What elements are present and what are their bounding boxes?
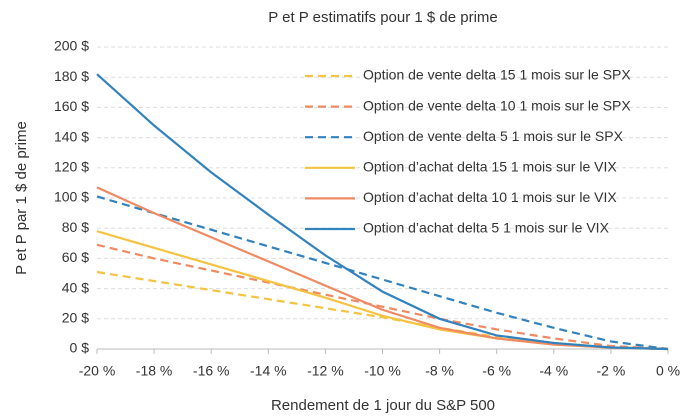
x-tick-label: -16 %	[193, 363, 230, 379]
y-tick-label: 0 $	[70, 340, 90, 356]
legend-label: Option de vente delta 5 1 mois sur le SP…	[363, 128, 624, 144]
x-tick-label: -10 %	[364, 363, 401, 379]
x-tick-label: -14 %	[250, 363, 287, 379]
y-tick-label: 40 $	[62, 279, 89, 295]
x-axis-label: Rendement de 1 jour du S&P 500	[271, 397, 495, 414]
x-tick-label: -18 %	[136, 363, 173, 379]
legend-label: Option d’achat delta 15 1 mois sur le VI…	[363, 159, 617, 175]
y-tick-label: 140 $	[54, 128, 89, 144]
series-line	[96, 73, 669, 351]
x-tick-label: -6 %	[482, 363, 511, 379]
x-tick-label: -4 %	[539, 363, 568, 379]
y-tick-label: 180 $	[54, 68, 89, 84]
y-tick-label: 200 $	[54, 38, 89, 54]
x-tick-label: -20 %	[79, 363, 116, 379]
series-line	[96, 186, 669, 351]
x-tick-label: 0 %	[656, 363, 680, 379]
legend-label: Option de vente delta 15 1 mois sur le S…	[363, 67, 631, 83]
chart-title: P et P estimatifs pour 1 $ de prime	[268, 9, 498, 26]
series-line	[96, 230, 669, 351]
legend-label: Option d’achat delta 10 1 mois sur le VI…	[363, 189, 617, 205]
legend-label: Option de vente delta 10 1 mois sur le S…	[363, 97, 631, 113]
y-tick-label: 80 $	[62, 219, 89, 235]
x-tick-label: -12 %	[307, 363, 344, 379]
y-tick-label: 100 $	[54, 189, 89, 205]
series-line	[96, 195, 669, 351]
x-tick-label: -8 %	[425, 363, 454, 379]
y-tick-label: 60 $	[62, 249, 89, 265]
y-tick-label: 120 $	[54, 159, 89, 175]
series-line	[96, 243, 669, 351]
y-axis-label: P et P par 1 $ de prime	[13, 121, 30, 275]
x-tick-label: -2 %	[597, 363, 626, 379]
y-tick-label: 160 $	[54, 98, 89, 114]
y-tick-label: 20 $	[62, 310, 89, 326]
legend-label: Option d’achat delta 5 1 mois sur le VIX	[363, 220, 610, 236]
